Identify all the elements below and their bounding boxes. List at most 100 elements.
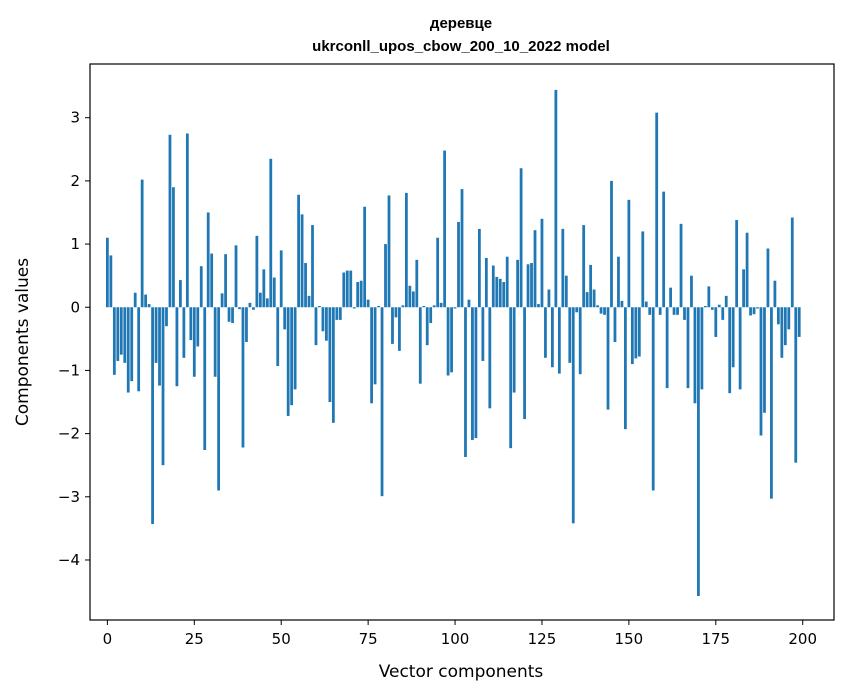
bar xyxy=(331,307,335,423)
bar xyxy=(429,307,433,324)
bar xyxy=(276,307,280,367)
bar xyxy=(669,287,672,308)
bar xyxy=(596,305,599,308)
bar xyxy=(471,307,474,440)
bar xyxy=(683,307,686,320)
bar xyxy=(311,225,314,308)
bar xyxy=(227,307,231,322)
bar xyxy=(130,307,134,382)
bar xyxy=(105,237,109,308)
bar xyxy=(196,307,200,347)
bar xyxy=(380,307,384,497)
bar xyxy=(742,269,745,308)
bar xyxy=(241,307,245,448)
bar xyxy=(526,264,530,308)
bar xyxy=(206,212,210,308)
bar xyxy=(161,307,165,466)
bar xyxy=(213,307,217,377)
bar xyxy=(245,307,248,342)
bar xyxy=(123,307,127,363)
bar xyxy=(717,304,721,308)
bar xyxy=(314,307,318,346)
bar xyxy=(665,307,669,389)
bar xyxy=(530,263,533,308)
bar xyxy=(752,307,756,315)
bar xyxy=(509,307,513,449)
bar xyxy=(307,295,311,308)
bar xyxy=(415,259,419,308)
bar xyxy=(373,307,377,385)
bar xyxy=(168,134,172,308)
bar xyxy=(766,248,770,308)
bar xyxy=(721,307,725,320)
bar xyxy=(189,307,193,341)
bar xyxy=(234,245,238,308)
bar xyxy=(401,305,405,308)
bar xyxy=(133,292,137,308)
bar xyxy=(404,192,408,308)
y-tick-label: −3 xyxy=(58,488,80,506)
bar xyxy=(637,307,641,357)
plot-frame xyxy=(89,63,835,621)
x-tick-label: 0 xyxy=(103,630,113,648)
bar xyxy=(592,289,596,308)
bar xyxy=(634,307,638,359)
bar xyxy=(203,307,207,451)
bar xyxy=(797,307,801,337)
bar xyxy=(439,302,443,308)
bar xyxy=(338,307,342,320)
bar xyxy=(453,307,457,309)
bar xyxy=(651,307,655,491)
bar xyxy=(770,307,773,499)
bar xyxy=(165,307,168,327)
bar xyxy=(300,214,304,308)
bar xyxy=(533,230,537,308)
bar xyxy=(286,307,290,416)
bar xyxy=(585,292,589,308)
bar xyxy=(547,289,551,308)
bar xyxy=(561,228,565,308)
bar xyxy=(467,299,471,308)
bar xyxy=(502,281,506,308)
y-tick-label: 1 xyxy=(70,235,80,253)
bar xyxy=(679,223,683,308)
bar xyxy=(272,277,276,308)
bar xyxy=(540,218,544,308)
x-tick-label: 25 xyxy=(185,630,204,648)
bar xyxy=(119,307,123,355)
bar xyxy=(290,307,294,406)
bar xyxy=(495,276,499,308)
bar xyxy=(488,307,492,409)
bar xyxy=(398,307,401,351)
bar xyxy=(686,307,690,389)
bar xyxy=(172,187,175,308)
bar xyxy=(283,307,287,330)
bar xyxy=(630,307,634,365)
bar xyxy=(210,253,214,308)
bar xyxy=(422,305,426,308)
bar xyxy=(418,307,422,384)
bar xyxy=(749,307,752,316)
bar xyxy=(394,307,398,318)
bar xyxy=(349,270,353,308)
bar xyxy=(773,280,777,308)
bar xyxy=(387,195,391,308)
bar xyxy=(498,278,502,308)
bar xyxy=(617,256,620,308)
bar xyxy=(325,307,328,341)
bar xyxy=(335,307,339,320)
bar xyxy=(175,307,179,387)
bar xyxy=(710,307,714,310)
bar xyxy=(252,307,255,310)
bar xyxy=(425,307,429,346)
bar xyxy=(613,307,617,342)
bar xyxy=(220,293,224,308)
bar xyxy=(523,307,526,420)
bar xyxy=(217,307,221,491)
bar xyxy=(780,307,784,358)
x-tick-label: 50 xyxy=(272,630,291,648)
bar xyxy=(648,307,652,315)
bar xyxy=(255,235,259,308)
bar xyxy=(238,307,241,310)
bar xyxy=(297,194,300,308)
